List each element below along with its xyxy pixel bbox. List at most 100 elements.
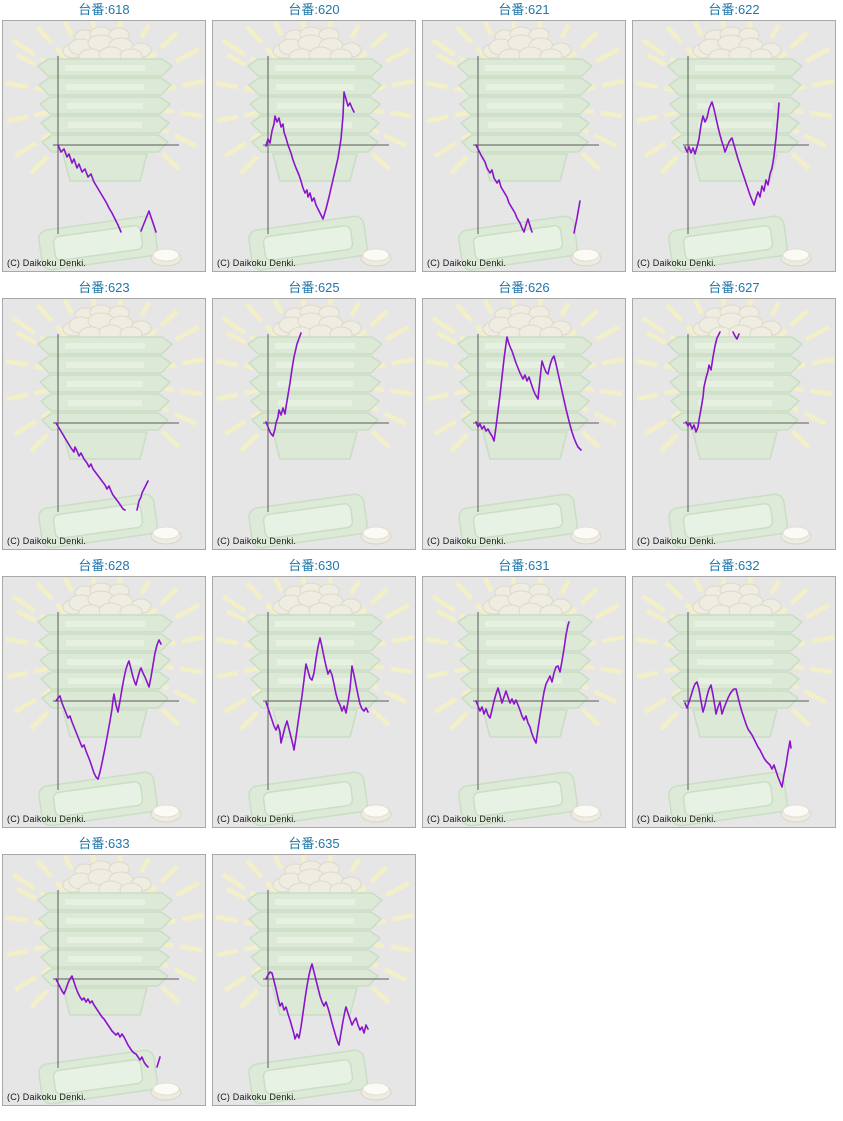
copyright-text: (C) Daikoku Denki. [427, 258, 507, 268]
machine-number-link[interactable]: 台番:622 [708, 2, 760, 17]
machine-number-link[interactable]: 台番:625 [288, 280, 340, 295]
copyright-text: (C) Daikoku Denki. [637, 536, 717, 546]
chart-panel: (C) Daikoku Denki. [422, 298, 626, 550]
daikoku-watermark [6, 855, 204, 1105]
machine-chart-cell: 台番:635 (C) Daikoku Denki. [212, 836, 416, 1106]
payout-series [475, 621, 570, 744]
daikoku-watermark [426, 577, 624, 827]
payout-line-chart [3, 21, 205, 271]
payout-series [55, 422, 149, 511]
payout-series [475, 144, 581, 234]
daikoku-watermark [426, 299, 624, 549]
copyright-text: (C) Daikoku Denki. [427, 536, 507, 546]
machine-chart-cell: 台番:618 (C) Daikoku Denki. [2, 2, 206, 272]
machine-number-link[interactable]: 台番:633 [78, 836, 130, 851]
payout-line-chart [423, 577, 625, 827]
payout-line-chart [633, 577, 835, 827]
chart-axes [53, 334, 179, 512]
payout-line-chart [213, 21, 415, 271]
daikoku-watermark [426, 21, 624, 271]
machine-chart-cell: 台番:628 (C) Daikoku Denki. [2, 558, 206, 828]
machine-chart-cell: 台番:625 (C) Daikoku Denki. [212, 280, 416, 550]
machine-number-link[interactable]: 台番:632 [708, 558, 760, 573]
machine-number-link[interactable]: 台番:635 [288, 836, 340, 851]
payout-line-chart [213, 299, 415, 549]
machine-number-link[interactable]: 台番:623 [78, 280, 130, 295]
copyright-text: (C) Daikoku Denki. [637, 814, 717, 824]
chart-axes [683, 56, 809, 234]
chart-panel: (C) Daikoku Denki. [2, 576, 206, 828]
payout-series [265, 963, 369, 1046]
payout-line-chart [213, 855, 415, 1105]
payout-line-chart [423, 21, 625, 271]
machine-number-link[interactable]: 台番:628 [78, 558, 130, 573]
chart-panel: (C) Daikoku Denki. [632, 298, 836, 550]
payout-line-chart [633, 299, 835, 549]
payout-series [55, 639, 162, 780]
chart-axes [263, 890, 389, 1068]
copyright-text: (C) Daikoku Denki. [217, 1092, 297, 1102]
payout-line-chart [3, 577, 205, 827]
payout-series [265, 637, 369, 751]
chart-axes [263, 334, 389, 512]
payout-line-chart [423, 299, 625, 549]
machine-chart-cell: 台番:623 (C) Daikoku Denki. [2, 280, 206, 550]
chart-panel: (C) Daikoku Denki. [212, 298, 416, 550]
chart-panel: (C) Daikoku Denki. [2, 854, 206, 1106]
machine-chart-cell: 台番:631 (C) Daikoku Denki. [422, 558, 626, 828]
chart-panel: (C) Daikoku Denki. [422, 20, 626, 272]
copyright-text: (C) Daikoku Denki. [7, 536, 87, 546]
copyright-text: (C) Daikoku Denki. [7, 258, 87, 268]
payout-series [684, 101, 780, 206]
chart-panel: (C) Daikoku Denki. [632, 576, 836, 828]
copyright-text: (C) Daikoku Denki. [217, 258, 297, 268]
copyright-text: (C) Daikoku Denki. [7, 1092, 87, 1102]
copyright-text: (C) Daikoku Denki. [217, 536, 297, 546]
payout-series [475, 336, 582, 451]
payout-series [265, 332, 302, 437]
copyright-text: (C) Daikoku Denki. [637, 258, 717, 268]
payout-line-chart [3, 855, 205, 1105]
chart-panel: (C) Daikoku Denki. [2, 20, 206, 272]
chart-panel: (C) Daikoku Denki. [212, 854, 416, 1106]
daikoku-watermark [216, 855, 414, 1105]
chart-axes [683, 334, 809, 512]
chart-panel: (C) Daikoku Denki. [2, 298, 206, 550]
payout-series [685, 331, 740, 433]
chart-axes [53, 890, 179, 1068]
machine-chart-cell: 台番:630 (C) Daikoku Denki. [212, 558, 416, 828]
chart-panel: (C) Daikoku Denki. [212, 576, 416, 828]
copyright-text: (C) Daikoku Denki. [427, 814, 507, 824]
chart-axes [473, 56, 599, 234]
copyright-text: (C) Daikoku Denki. [217, 814, 297, 824]
machine-number-link[interactable]: 台番:630 [288, 558, 340, 573]
daikoku-watermark [6, 21, 204, 271]
machine-number-link[interactable]: 台番:618 [78, 2, 130, 17]
daikoku-watermark [6, 577, 204, 827]
chart-axes [473, 334, 599, 512]
copyright-text: (C) Daikoku Denki. [7, 814, 87, 824]
chart-panel: (C) Daikoku Denki. [422, 576, 626, 828]
machine-number-link[interactable]: 台番:631 [498, 558, 550, 573]
daikoku-watermark [216, 299, 414, 549]
daikoku-watermark [216, 577, 414, 827]
chart-panel: (C) Daikoku Denki. [212, 20, 416, 272]
machine-chart-cell: 台番:633 (C) Daikoku Denki. [2, 836, 206, 1106]
payout-series [265, 91, 355, 220]
daikoku-watermark [216, 21, 414, 271]
machine-chart-cell: 台番:626 (C) Daikoku Denki. [422, 280, 626, 550]
machine-chart-cell: 台番:632 (C) Daikoku Denki. [632, 558, 836, 828]
payout-line-chart [3, 299, 205, 549]
payout-line-chart [213, 577, 415, 827]
machine-number-link[interactable]: 台番:627 [708, 280, 760, 295]
chart-axes [683, 612, 809, 790]
chart-axes [263, 612, 389, 790]
chart-panel: (C) Daikoku Denki. [632, 20, 836, 272]
chart-axes [263, 56, 389, 234]
machine-number-link[interactable]: 台番:626 [498, 280, 550, 295]
machine-number-link[interactable]: 台番:621 [498, 2, 550, 17]
machine-number-link[interactable]: 台番:620 [288, 2, 340, 17]
daikoku-watermark [636, 577, 834, 827]
payout-series [55, 975, 161, 1068]
